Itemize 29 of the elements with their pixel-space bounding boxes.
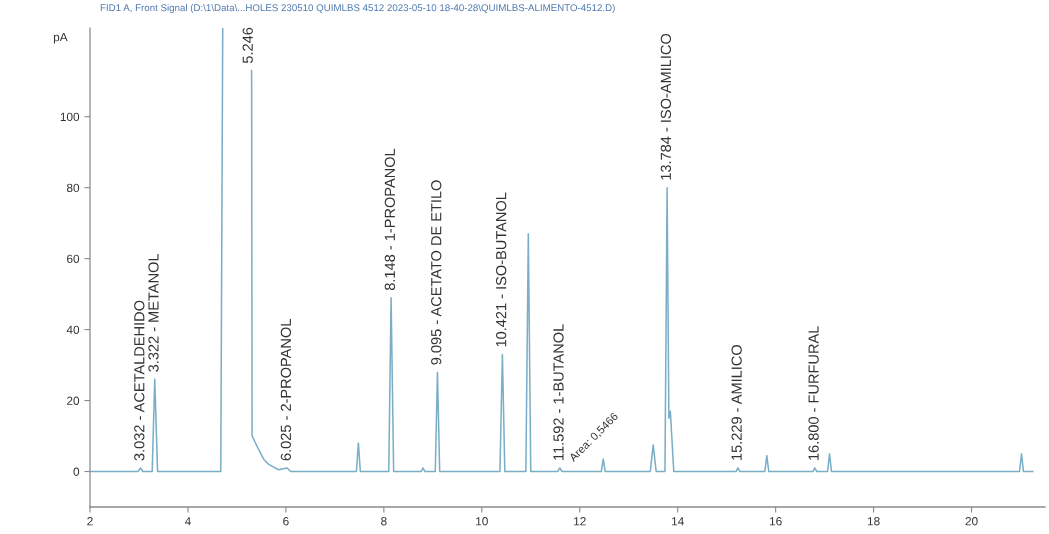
annotation: 6.025 - 2-PROPANOL — [280, 319, 292, 461]
annotation: 16.800 - FURFURAL — [808, 326, 819, 460]
y-tick-label: 0 — [73, 467, 80, 476]
y-tick-label: 60 — [67, 254, 80, 264]
annotation: 3.032 - ACETALDEHIDO — [134, 300, 145, 461]
annotation: 8.148 - 1-PROPANOL — [384, 148, 396, 291]
x-tick-label: 6 — [283, 517, 289, 526]
annotation: 9.095 - ACETATO DE ETILO — [431, 180, 442, 365]
annotation: 13.784 - ISO-AMILICO — [660, 33, 672, 180]
y-axis-title: pA — [53, 32, 68, 44]
x-tick-label: 4 — [184, 517, 191, 526]
annotation: 15.229 - AMILICO — [731, 345, 742, 460]
x-tick-label: 8 — [381, 517, 387, 526]
y-tick-label: 100 — [60, 112, 80, 122]
x-tick-label: 20 — [965, 517, 978, 526]
y-tick-label: 40 — [66, 325, 80, 334]
x-tick-label: 16 — [769, 517, 782, 526]
annotation: 5.246 — [242, 27, 253, 64]
annotation: 3.322 - METANOL — [148, 253, 159, 372]
y-tick-label: 20 — [67, 396, 80, 405]
x-tick-label: 2 — [87, 517, 93, 526]
x-tick-label: 18 — [867, 517, 880, 526]
annotation: 10.421 - ISO-BUTANOL — [496, 192, 507, 347]
x-tick-label: 10 — [476, 517, 488, 526]
y-tick-label: 80 — [66, 183, 80, 193]
x-tick-label: 14 — [672, 517, 684, 526]
chart-title: FID1 A, Front Signal (D:\1\Data\...HOLES 230510 QUIMLBS 4512 2023-05-10 18-40-28\QUIMLBS-ALIMENTO-4512.D) — [100, 4, 615, 14]
annotation: 11.592 - 1-BUTANOL — [553, 324, 564, 460]
x-tick-label: 12 — [574, 517, 586, 526]
